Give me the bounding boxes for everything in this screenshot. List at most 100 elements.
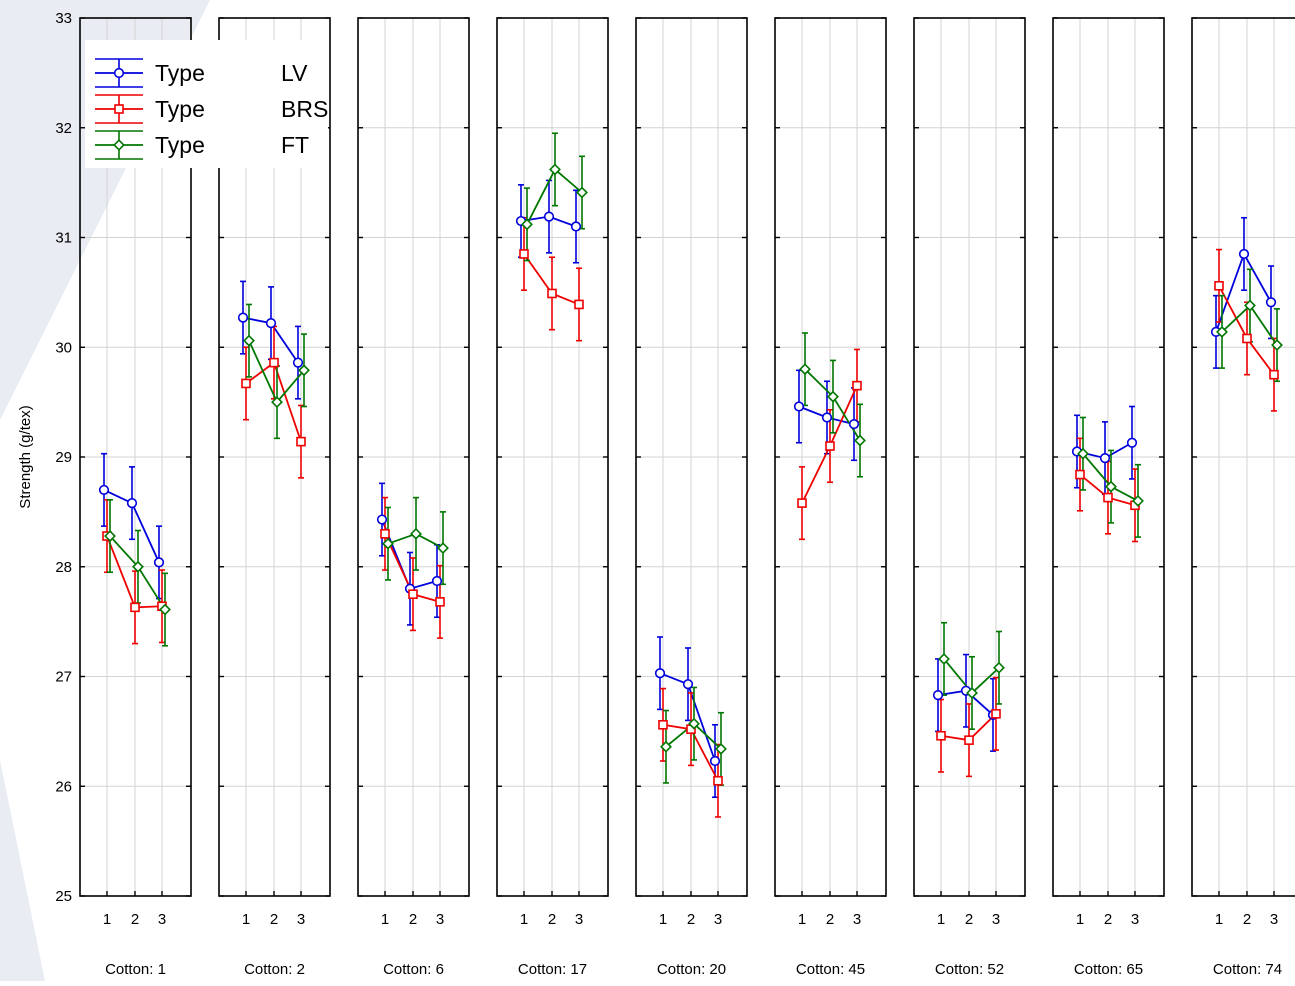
data-point-lv [376, 514, 388, 525]
data-point-ft [410, 527, 422, 540]
x-tick-label: 2 [1243, 911, 1251, 928]
data-point-lv [821, 412, 833, 423]
data-point-lv [682, 679, 694, 690]
data-point-ft [576, 186, 588, 199]
legend: Type LV Type BRS Type FT [85, 40, 328, 168]
data-point-brs [797, 498, 807, 508]
data-point-ft [688, 717, 700, 730]
y-tick-label: 29 [55, 449, 72, 466]
x-tick-label: 2 [548, 911, 556, 928]
panel-cotton-6: 1 2 3 Cotton: 6 [357, 17, 470, 978]
data-point-ft [298, 364, 310, 377]
x-tick-label: 2 [965, 911, 973, 928]
data-point-lv [98, 484, 110, 496]
data-point-lv [431, 575, 443, 587]
x-tick-label: 3 [853, 911, 861, 928]
data-point-ft [271, 396, 283, 409]
x-tick-label: 1 [520, 911, 528, 928]
legend-value: BRS [281, 96, 328, 122]
x-tick-label: 1 [381, 911, 389, 928]
panel-cotton-20: 1 2 3 Cotton: 20 [635, 17, 748, 978]
legend-marker-lv [113, 67, 125, 79]
data-point-brs [991, 709, 1001, 719]
data-point-brs [519, 249, 529, 259]
x-tick-label: 2 [409, 911, 417, 928]
x-tick-label: 3 [158, 911, 166, 928]
data-point-lv [709, 755, 721, 767]
data-point-brs [241, 378, 251, 389]
panel-label: Cotton: 17 [518, 961, 587, 978]
x-tick-label: 1 [659, 911, 667, 928]
panel-label: Cotton: 20 [657, 961, 726, 978]
legend-marker-brs [114, 104, 124, 114]
data-point-brs [825, 441, 835, 451]
x-tick-label: 3 [297, 911, 305, 928]
x-tick-label: 3 [436, 911, 444, 928]
data-point-brs [380, 529, 390, 539]
x-tick-label: 1 [242, 911, 250, 928]
data-point-ft [382, 537, 394, 550]
data-point-brs [1269, 369, 1279, 380]
y-tick-label: 32 [55, 120, 72, 137]
data-point-lv [1099, 452, 1111, 464]
x-tick-label: 1 [937, 911, 945, 928]
data-point-lv [265, 318, 277, 329]
y-tick-label: 31 [55, 230, 72, 247]
legend-value: FT [281, 132, 309, 158]
data-point-lv [1265, 297, 1277, 308]
x-tick-label: 1 [103, 911, 111, 928]
x-tick-label: 3 [575, 911, 583, 928]
y-axis-label: Strength (g/tex) [17, 405, 34, 508]
x-tick-label: 3 [1131, 911, 1139, 928]
data-point-ft [243, 334, 255, 347]
data-point-lv [153, 557, 165, 568]
x-tick-label: 2 [131, 911, 139, 928]
data-point-ft [715, 743, 727, 755]
y-tick-label: 30 [55, 339, 72, 356]
x-tick-label: 1 [1076, 911, 1084, 928]
x-tick-label: 1 [798, 911, 806, 928]
data-point-ft [1105, 480, 1117, 493]
panel-cotton-17: 1 2 3 Cotton: 17 [496, 17, 609, 978]
panel-label: Cotton: 6 [383, 961, 444, 978]
panel-label: Cotton: 74 [1213, 961, 1282, 978]
data-point-ft [1271, 339, 1283, 351]
data-point-ft [549, 163, 561, 176]
data-point-brs [130, 602, 140, 613]
legend-label: Type [155, 60, 205, 86]
data-point-ft [938, 653, 950, 665]
background-band [0, 760, 45, 981]
panel-label: Cotton: 2 [244, 961, 305, 978]
data-point-brs [408, 589, 418, 599]
data-point-lv [654, 668, 666, 679]
data-point-ft [132, 560, 144, 573]
x-tick-label: 3 [992, 911, 1000, 928]
data-point-brs [547, 288, 557, 299]
data-point-ft [521, 218, 533, 231]
data-point-brs [658, 719, 668, 730]
data-point-brs [296, 436, 306, 447]
data-point-brs [964, 735, 974, 745]
y-tick-label: 27 [55, 669, 72, 686]
data-point-brs [1075, 469, 1085, 480]
data-point-lv [292, 357, 304, 368]
panel-label: Cotton: 52 [935, 961, 1004, 978]
legend-marker-ft [113, 139, 125, 151]
data-point-ft [827, 390, 839, 403]
panel-cotton-45: 1 2 3 Cotton: 45 [774, 17, 887, 978]
panel-label: Cotton: 1 [105, 961, 166, 978]
data-point-ft [1132, 494, 1144, 507]
data-point-ft [993, 661, 1005, 674]
data-point-ft [854, 434, 866, 447]
data-point-ft [1077, 447, 1089, 460]
y-tick-label: 33 [55, 10, 72, 27]
panel-cotton-52: 1 2 3 Cotton: 52 [913, 17, 1026, 978]
data-point-brs [574, 299, 584, 310]
y-tick-label: 25 [55, 888, 72, 905]
data-point-ft [1216, 325, 1228, 338]
data-point-lv [543, 211, 555, 222]
data-point-brs [852, 380, 862, 391]
data-point-lv [237, 312, 249, 323]
x-tick-label: 3 [714, 911, 722, 928]
